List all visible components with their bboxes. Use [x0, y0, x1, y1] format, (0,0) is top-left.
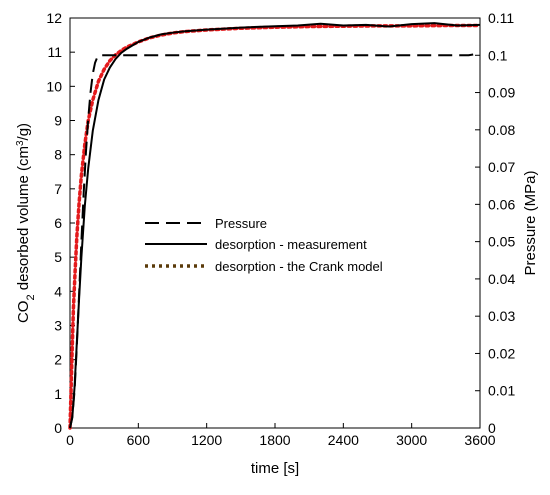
- y-right-tick-label: 0.07: [488, 159, 515, 175]
- y-left-tick-label: 2: [54, 352, 62, 368]
- series-measurement: [69, 22, 481, 429]
- y-left-tick-label: 4: [54, 283, 62, 299]
- x-tick-label: 1800: [259, 432, 290, 448]
- y-right-tick-label: 0.02: [488, 345, 515, 361]
- y-left-tick-label: 1: [54, 386, 62, 402]
- y-left-tick-label: 5: [54, 249, 62, 265]
- series-layer: [68, 22, 482, 430]
- y-left-tick-label: 12: [46, 10, 62, 26]
- y-right-tick-label: 0.03: [488, 308, 515, 324]
- y-left-tick-label: 3: [54, 318, 62, 334]
- legend: Pressure desorption - measurement desorp…: [145, 216, 383, 274]
- x-tick-label: 600: [127, 432, 151, 448]
- y-left-label-sup: 3: [15, 140, 26, 146]
- x-tick-label: 2400: [328, 432, 359, 448]
- y-left-tick-label: 10: [46, 78, 62, 94]
- x-tick-label: 3000: [396, 432, 427, 448]
- y-right-tick-label: 0.1: [488, 47, 508, 63]
- legend-label-measurement: desorption - measurement: [215, 237, 367, 252]
- series-crank-model: [68, 23, 482, 430]
- plot-frame: [69, 17, 481, 429]
- y-left-tick-label: 7: [54, 181, 62, 197]
- x-tick-label: 1200: [191, 432, 222, 448]
- y-left-axis-label: CO2 desorbed volume (cm3/g): [15, 123, 38, 323]
- y-left-tick-label: 9: [54, 113, 62, 129]
- y-right-tick-label: 0.05: [488, 234, 515, 250]
- y-left-tick-label: 8: [54, 147, 62, 163]
- x-axis-label: time [s]: [251, 460, 299, 477]
- y-left-label-main: CO: [15, 301, 32, 324]
- y-right-tick-label: 0.11: [488, 10, 514, 26]
- y-right-tick-label: 0.09: [488, 85, 515, 101]
- ticks-layer: 0 600 1200 1800 2400 3000 36000123456789101112…: [46, 10, 515, 448]
- y-left-tick-label: 11: [47, 44, 62, 60]
- series-pressure: [69, 52, 481, 429]
- y-right-tick-label: 0.01: [488, 383, 515, 399]
- y-left-label-end: /g): [15, 123, 32, 141]
- y-right-tick-label: 0.06: [488, 196, 515, 212]
- y-left-tick-label: 0: [54, 420, 62, 436]
- legend-label-pressure: Pressure: [215, 216, 267, 231]
- x-tick-label: 3600: [464, 432, 495, 448]
- legend-label-crank: desorption - the Crank model: [215, 259, 383, 274]
- y-right-tick-label: 0.04: [488, 271, 515, 287]
- y-right-axis-label: Pressure (MPa): [522, 170, 539, 275]
- y-right-tick-label: 0: [488, 420, 496, 436]
- y-right-tick-label: 0.08: [488, 122, 515, 138]
- y-left-label-mid: desorbed volume (cm: [15, 146, 32, 294]
- y-left-tick-label: 6: [54, 215, 62, 231]
- y-left-label-sub: 2: [25, 294, 37, 300]
- x-tick-label: 0: [66, 432, 74, 448]
